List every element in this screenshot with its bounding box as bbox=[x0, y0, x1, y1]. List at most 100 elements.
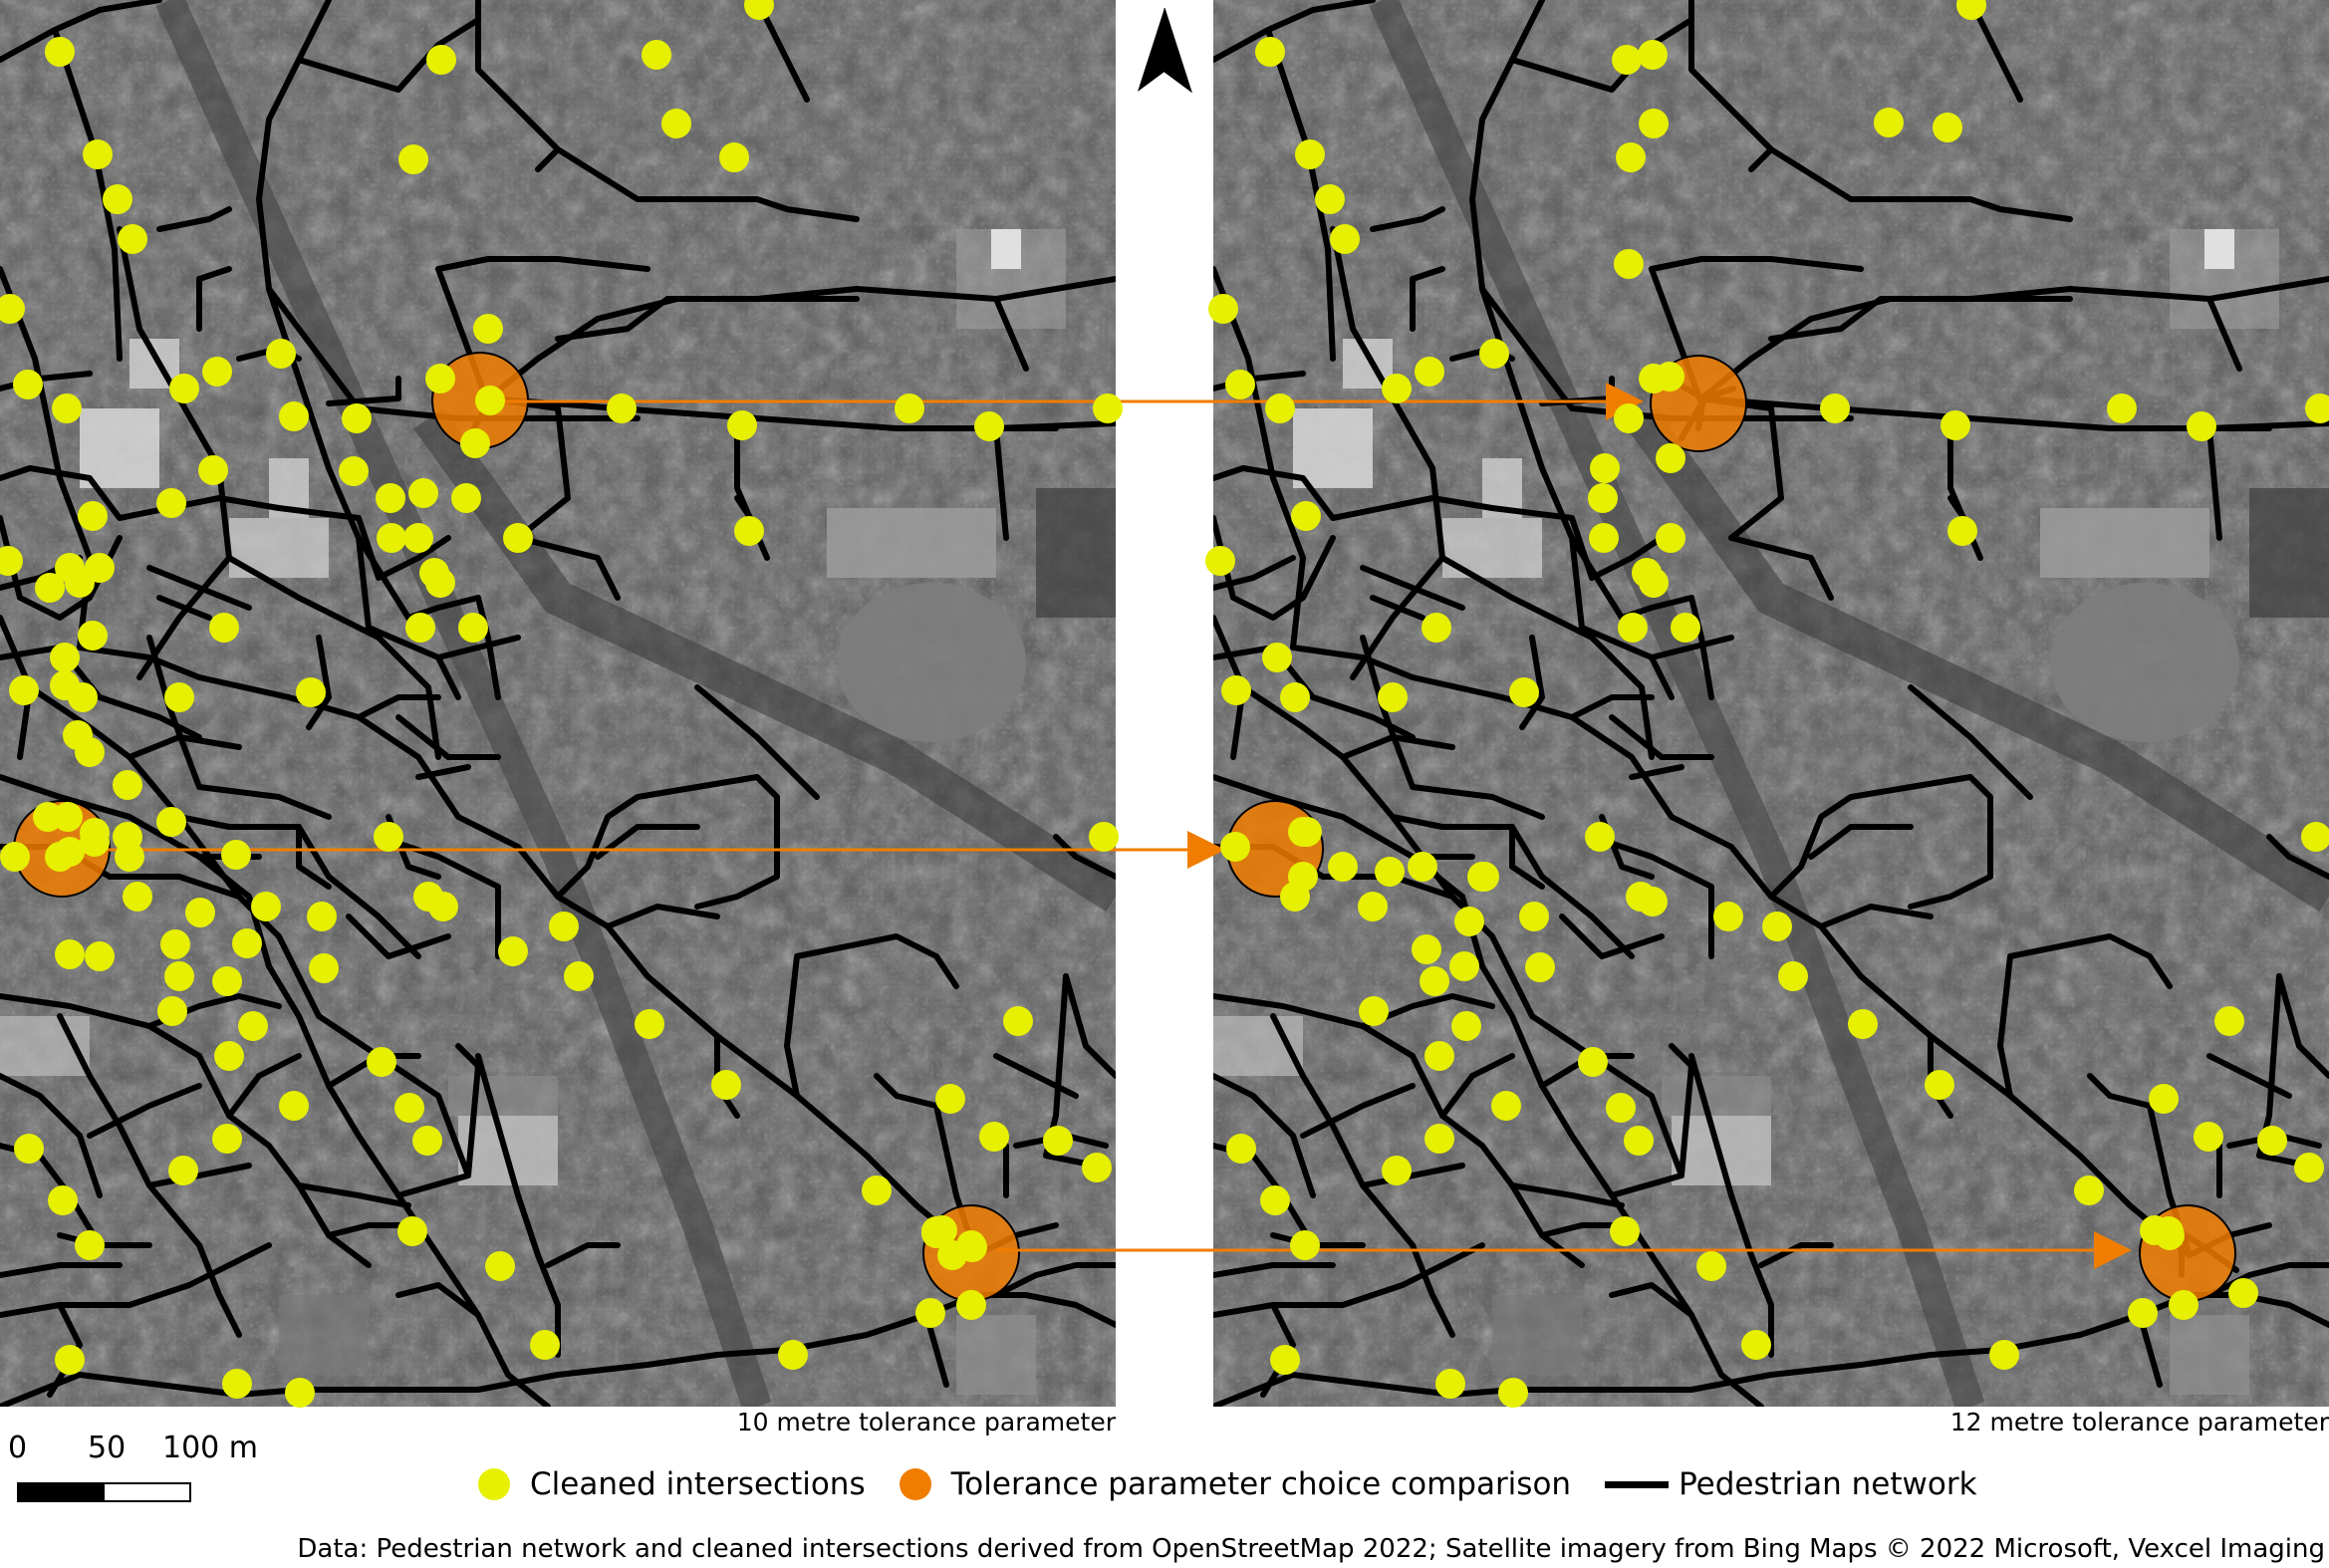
intersection-dot bbox=[1696, 1251, 1726, 1281]
intersection-dot bbox=[957, 1232, 987, 1262]
intersection-dot bbox=[103, 184, 132, 214]
intersection-dot bbox=[1315, 184, 1345, 214]
intersection-dot bbox=[83, 139, 113, 169]
intersection-dot bbox=[1614, 249, 1644, 279]
intersection-dot bbox=[1848, 1009, 1878, 1039]
intersection-dot bbox=[285, 1378, 315, 1408]
intersection-dot bbox=[1424, 1124, 1454, 1154]
intersection-dot bbox=[451, 483, 481, 513]
intersection-dot bbox=[80, 818, 110, 848]
intersection-dot bbox=[55, 939, 85, 969]
intersection-dot bbox=[405, 613, 435, 643]
intersection-dot bbox=[744, 0, 774, 20]
intersection-dot bbox=[915, 1298, 945, 1328]
intersection-dot bbox=[212, 1124, 242, 1154]
intersection-dot bbox=[53, 802, 83, 832]
intersection-dot bbox=[1422, 613, 1451, 643]
intersection-dot bbox=[374, 822, 403, 852]
intersection-dot bbox=[1225, 370, 1255, 399]
intersection-dot bbox=[1208, 294, 1238, 324]
left-panel-caption: 10 metre tolerance parameter bbox=[736, 1408, 1116, 1437]
intersection-dot bbox=[0, 842, 30, 872]
intersection-dot bbox=[2228, 1278, 2258, 1308]
intersection-dot bbox=[156, 807, 186, 837]
intersection-dot bbox=[549, 912, 579, 941]
intersection-dot bbox=[296, 677, 326, 707]
north-arrow-icon bbox=[1138, 7, 1192, 94]
intersection-dot bbox=[48, 1185, 78, 1215]
intersection-dot bbox=[1778, 961, 1808, 991]
intersection-dot bbox=[1424, 1041, 1454, 1071]
intersection-dot bbox=[1713, 902, 1743, 931]
intersection-dot bbox=[50, 643, 80, 672]
black-line-icon bbox=[1605, 1480, 1670, 1488]
intersection-dot bbox=[1941, 410, 1970, 440]
intersection-dot bbox=[251, 892, 281, 921]
intersection-dot bbox=[2155, 1220, 2185, 1250]
intersection-dot bbox=[1638, 887, 1668, 916]
intersection-dot bbox=[1415, 357, 1444, 387]
intersection-dot bbox=[635, 1009, 664, 1039]
intersection-dot bbox=[1295, 139, 1325, 169]
intersection-dot bbox=[419, 558, 449, 588]
intersection-dot bbox=[0, 294, 25, 324]
intersection-dot bbox=[408, 478, 438, 508]
intersection-dot bbox=[1525, 952, 1555, 982]
intersection-dot bbox=[1328, 852, 1358, 882]
intersection-dot bbox=[1947, 516, 1977, 546]
intersection-dot bbox=[13, 370, 43, 399]
intersection-dot bbox=[85, 941, 115, 971]
intersection-dot bbox=[1469, 862, 1499, 892]
intersection-dot bbox=[307, 902, 337, 931]
intersection-dot bbox=[377, 523, 406, 553]
comparison-arrow-head bbox=[1187, 831, 1225, 869]
intersection-dot bbox=[115, 842, 144, 872]
intersection-dot bbox=[1612, 45, 1642, 75]
intersection-dot bbox=[164, 682, 194, 712]
intersection-dot bbox=[75, 737, 105, 767]
intersection-dot bbox=[1610, 1216, 1640, 1246]
intersection-dot bbox=[1382, 1156, 1412, 1185]
intersection-dot bbox=[1491, 1091, 1521, 1121]
intersection-dot bbox=[266, 339, 296, 369]
intersection-dot bbox=[1292, 817, 1322, 847]
intersection-dot bbox=[1614, 403, 1644, 433]
intersection-dot bbox=[935, 1084, 965, 1114]
scale-label-100: 100 m bbox=[162, 1431, 259, 1465]
intersection-dot bbox=[52, 393, 82, 423]
intersection-dot bbox=[1089, 822, 1119, 852]
intersection-dot bbox=[1820, 393, 1850, 423]
intersection-dot bbox=[1632, 558, 1662, 588]
intersection-dot bbox=[1656, 443, 1685, 473]
intersection-dot bbox=[1616, 142, 1646, 172]
intersection-dot bbox=[50, 670, 80, 700]
intersection-dot bbox=[376, 483, 405, 513]
intersection-dot bbox=[1578, 1047, 1608, 1077]
intersection-dot bbox=[14, 1134, 44, 1164]
intersection-dot bbox=[2107, 393, 2137, 423]
intersection-dot bbox=[78, 501, 108, 531]
intersection-dot bbox=[185, 898, 215, 927]
intersection-dot bbox=[661, 109, 691, 138]
intersection-dot bbox=[0, 546, 23, 576]
legend: Cleaned intersections Tolerance paramete… bbox=[478, 1462, 2011, 1506]
intersection-dot bbox=[367, 1047, 396, 1077]
intersection-dot bbox=[2214, 1006, 2244, 1036]
intersection-dot bbox=[1741, 1330, 1771, 1360]
intersection-dot bbox=[75, 1230, 105, 1260]
intersection-dot bbox=[1220, 832, 1250, 862]
intersection-dot bbox=[2128, 1298, 2158, 1328]
orange-dot-icon bbox=[899, 1468, 931, 1500]
intersection-dot bbox=[55, 553, 85, 583]
intersection-dot bbox=[279, 1091, 309, 1121]
legend-label-intersections: Cleaned intersections bbox=[530, 1466, 866, 1502]
intersection-dot bbox=[564, 961, 594, 991]
intersection-dot bbox=[1043, 1126, 1073, 1156]
intersection-dot bbox=[498, 936, 528, 966]
intersection-dot bbox=[279, 401, 309, 431]
comparison-arrow-head bbox=[1606, 383, 1644, 420]
intersection-dot bbox=[2169, 1290, 2199, 1320]
intersection-dot bbox=[232, 928, 262, 958]
scale-bar bbox=[17, 1482, 191, 1502]
